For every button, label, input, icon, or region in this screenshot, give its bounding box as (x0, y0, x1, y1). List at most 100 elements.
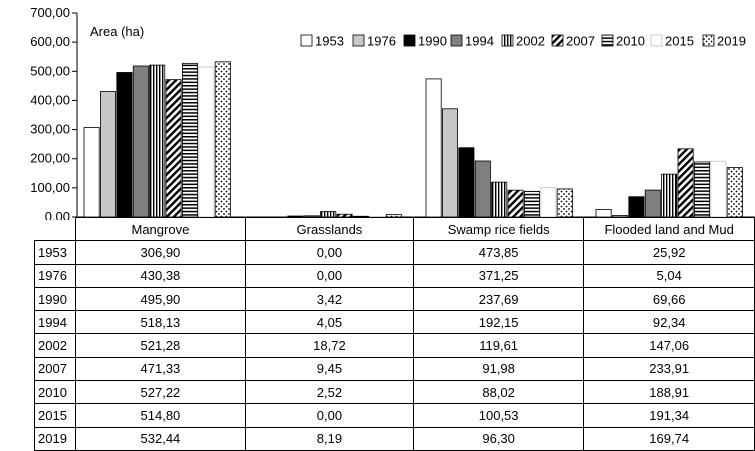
table-cell: 0,00 (244, 403, 414, 428)
legend-label: 2015 (665, 34, 694, 49)
legend-swatch (501, 34, 514, 47)
bar (595, 209, 612, 218)
bar (661, 173, 678, 218)
table-cell: 188,91 (583, 380, 755, 405)
table-corner (34, 217, 76, 242)
table-cell: 527,22 (74, 380, 246, 405)
table-row: 2019 532,44 8,19 96,30 169,74 (34, 426, 755, 451)
table-cell: 169,74 (583, 426, 755, 451)
bar (710, 160, 727, 218)
bar (726, 167, 743, 218)
table-cell: 88,02 (412, 380, 585, 405)
bar (556, 188, 573, 218)
bar (540, 187, 557, 218)
row-year-cell: 2019 (34, 426, 76, 451)
bar (694, 161, 711, 218)
table-row: 2015 514,80 0,00 100,53 191,34 (34, 403, 755, 428)
row-year-cell: 1990 (34, 286, 76, 312)
bar (165, 79, 182, 218)
legend-swatch (300, 34, 313, 47)
table-cell: 25,92 (583, 240, 755, 265)
table-cell: 69,66 (583, 286, 755, 312)
row-year-cell: 1994 (34, 310, 76, 335)
legend-swatch (650, 34, 663, 47)
legend-label: 1994 (465, 34, 494, 49)
row-year-cell: 1953 (34, 240, 76, 265)
legend-label: 2002 (516, 34, 545, 49)
bar (628, 196, 645, 218)
y-tick-label: 300,00 (30, 122, 70, 137)
table-row: 2010 527,22 2,52 88,02 188,91 (34, 380, 755, 405)
legend-label: 2007 (566, 34, 595, 49)
table-cell: 2,52 (244, 380, 414, 405)
table-cell: 237,69 (412, 286, 585, 312)
table-cell: 8,19 (244, 426, 414, 451)
legend-label: 1953 (315, 34, 344, 49)
table-cell: 430,38 (74, 263, 246, 288)
table-cell: 233,91 (583, 356, 755, 382)
bar (458, 147, 475, 218)
bar (644, 189, 661, 218)
data-table: Mangrove Grasslands Swamp rice fields Fl… (34, 216, 755, 451)
table-header-row: Mangrove Grasslands Swamp rice fields Fl… (34, 216, 755, 242)
bar (198, 66, 215, 218)
y-tick-label: 500,00 (30, 63, 70, 78)
legend-label: 2019 (717, 34, 746, 49)
legend-swatch (702, 34, 715, 47)
table-row: 1990 495,90 3,42 237,69 69,66 (34, 286, 755, 312)
table-row: 2002 521,28 18,72 119,61 147,06 (34, 333, 755, 358)
bar (474, 160, 491, 218)
table-cell: 192,15 (412, 310, 585, 335)
legend-label: 2010 (616, 34, 645, 49)
legend-swatch (450, 34, 463, 47)
row-year-cell: 1976 (34, 263, 76, 288)
bar (214, 61, 231, 218)
table-cell: 371,25 (412, 263, 585, 288)
table-cell: 471,33 (74, 356, 246, 382)
col-header-swamp-rice: Swamp rice fields (412, 216, 585, 242)
table-cell: 495,90 (74, 286, 246, 312)
table-cell: 518,13 (74, 310, 246, 335)
row-year-cell: 2007 (34, 356, 76, 382)
bar (132, 65, 149, 218)
table-row: 1976 430,38 0,00 371,25 5,04 (34, 263, 755, 288)
table-cell: 514,80 (74, 403, 246, 428)
table-cell: 191,34 (583, 403, 755, 428)
y-tick-label: 0,00 (45, 209, 70, 220)
table-cell: 4,05 (244, 310, 414, 335)
bar (425, 78, 442, 218)
col-header-flooded-land: Flooded land and Mud (583, 216, 755, 242)
table-cell: 147,06 (583, 333, 755, 358)
row-year-cell: 2002 (34, 333, 76, 358)
bar (441, 108, 458, 218)
row-year-cell: 2010 (34, 380, 76, 405)
y-tick-label: 600,00 (30, 34, 70, 49)
y-tick-label: 700,00 (30, 5, 70, 20)
table-cell: 100,53 (412, 403, 585, 428)
table-cell: 9,45 (244, 356, 414, 382)
table-row: 2007 471,33 9,45 91,98 233,91 (34, 356, 755, 382)
legend: 1953 1976 1990 1994 2002 2007 2010 2015 2019 (300, 34, 746, 49)
table-cell: 521,28 (74, 333, 246, 358)
table-cell: 306,90 (74, 240, 246, 265)
y-tick-label: 100,00 (30, 180, 70, 195)
y-tick-label: 400,00 (30, 92, 70, 107)
legend-swatch (352, 34, 365, 47)
bar (116, 72, 133, 218)
legend-swatch (551, 34, 564, 47)
col-header-grasslands: Grasslands (244, 216, 414, 242)
bar (149, 64, 166, 218)
bars (83, 61, 743, 219)
bar (507, 189, 524, 218)
table-cell: 91,98 (412, 356, 585, 382)
unit-label: Area (ha) (90, 24, 144, 39)
table-cell: 92,34 (583, 310, 755, 335)
table-cell: 0,00 (244, 263, 414, 288)
table-cell: 532,44 (74, 426, 246, 451)
bar (524, 190, 541, 218)
bar (83, 127, 100, 218)
table-row: 1953 306,90 0,00 473,85 25,92 (34, 240, 755, 265)
y-axis-ticks: 0,00 100,00 200,00 300,00 400,00 500,00 600,00… (30, 5, 77, 220)
table-cell: 3,42 (244, 286, 414, 312)
chart: 0,00 100,00 200,00 300,00 400,00 500,00 600,00… (30, 5, 755, 220)
